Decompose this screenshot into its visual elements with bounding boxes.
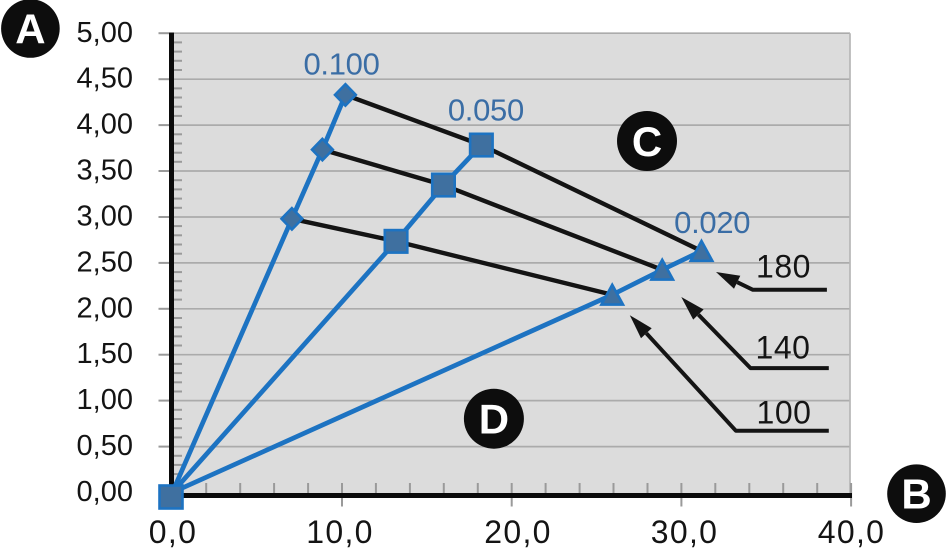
svg-text:0,0: 0,0 bbox=[149, 514, 197, 550]
svg-text:2,00: 2,00 bbox=[77, 292, 133, 324]
svg-text:0,50: 0,50 bbox=[77, 430, 133, 462]
svg-text:3,00: 3,00 bbox=[77, 201, 133, 233]
svg-text:180: 180 bbox=[756, 249, 811, 285]
svg-text:0.020: 0.020 bbox=[674, 205, 750, 240]
svg-text:10,0: 10,0 bbox=[306, 514, 373, 550]
svg-text:140: 140 bbox=[756, 329, 811, 365]
svg-text:B: B bbox=[901, 471, 931, 518]
svg-text:5,00: 5,00 bbox=[77, 17, 133, 49]
svg-text:100: 100 bbox=[757, 395, 812, 431]
svg-text:30,0: 30,0 bbox=[651, 514, 718, 550]
svg-text:4,00: 4,00 bbox=[77, 109, 133, 141]
svg-text:D: D bbox=[479, 396, 509, 443]
svg-text:0.050: 0.050 bbox=[448, 93, 524, 128]
svg-text:C: C bbox=[632, 118, 662, 165]
svg-text:40,0: 40,0 bbox=[818, 514, 885, 550]
svg-text:0,00: 0,00 bbox=[77, 476, 133, 508]
svg-text:2,50: 2,50 bbox=[77, 246, 133, 278]
svg-text:1,00: 1,00 bbox=[77, 384, 133, 416]
svg-text:A: A bbox=[15, 5, 45, 52]
svg-text:4,50: 4,50 bbox=[77, 63, 133, 95]
svg-text:1,50: 1,50 bbox=[77, 338, 133, 370]
svg-text:20,0: 20,0 bbox=[484, 514, 551, 550]
svg-text:3,50: 3,50 bbox=[77, 155, 133, 187]
svg-text:0.100: 0.100 bbox=[303, 47, 379, 82]
